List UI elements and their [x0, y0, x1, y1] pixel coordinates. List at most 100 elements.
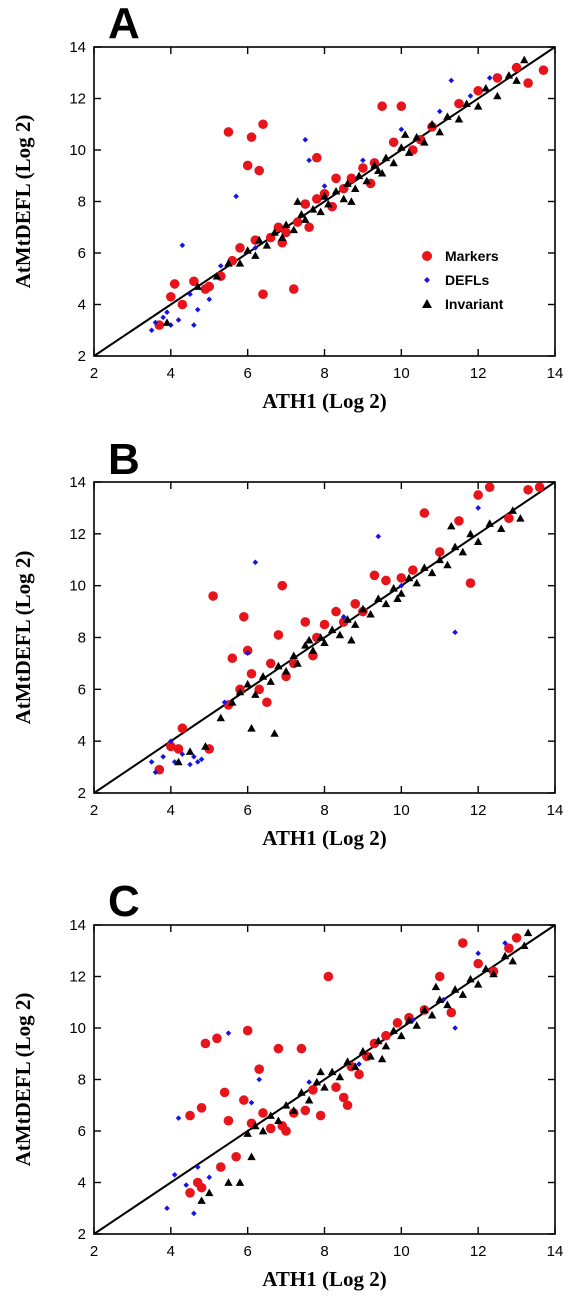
point-defls: [321, 183, 328, 189]
point-invariant: [497, 524, 506, 533]
x-tick-label: 14: [547, 802, 564, 819]
point-invariant: [351, 184, 360, 192]
point-markers: [408, 565, 418, 575]
point-invariant: [281, 666, 291, 675]
point-invariant: [450, 985, 460, 993]
point-invariant: [404, 573, 414, 582]
point-invariant: [251, 1121, 260, 1130]
point-invariant: [397, 1031, 406, 1040]
point-invariant: [508, 506, 517, 514]
x-tick-label: 4: [167, 1243, 175, 1260]
y-tick-label: 14: [69, 39, 86, 56]
point-invariant: [304, 1095, 314, 1104]
x-tick-label: 4: [167, 802, 175, 819]
y-tick-label: 6: [78, 1123, 86, 1140]
legend: Markers DEFLs Invariant: [422, 248, 504, 312]
point-markers: [473, 958, 483, 969]
y-tick-label: 4: [78, 1175, 86, 1192]
point-markers: [346, 173, 357, 184]
point-invariant: [297, 210, 306, 218]
point-defls: [175, 317, 182, 323]
point-defls: [191, 753, 197, 760]
point-markers: [304, 222, 314, 233]
point-invariant: [274, 661, 283, 670]
point-markers: [265, 1123, 276, 1134]
point-markers: [219, 1087, 230, 1098]
point-markers: [419, 508, 430, 518]
y-tick-label: 10: [69, 578, 86, 595]
point-markers: [331, 606, 341, 617]
point-invariant: [351, 620, 360, 628]
point-invariant: [304, 635, 314, 644]
point-invariant: [397, 589, 406, 597]
point-invariant: [466, 974, 475, 983]
point-invariant: [358, 604, 368, 613]
panel-letter: A: [108, 0, 140, 48]
point-invariant: [374, 594, 383, 602]
point-markers: [273, 630, 284, 640]
point-invariant: [404, 1016, 414, 1024]
point-invariant: [397, 143, 406, 151]
point-defls: [502, 940, 508, 946]
point-defls: [148, 327, 155, 334]
x-axis-title: ATH1 (Log 2): [262, 389, 386, 413]
point-defls: [475, 505, 481, 511]
point-defls: [175, 1115, 182, 1121]
point-invariant: [520, 941, 529, 949]
point-defls: [206, 296, 213, 303]
x-axis-title: ATH1 (Log 2): [262, 1267, 386, 1291]
series-invariant: [174, 506, 525, 766]
point-invariant: [320, 192, 329, 200]
point-markers: [223, 1115, 234, 1126]
point-markers: [381, 1030, 391, 1041]
point-invariant: [420, 563, 429, 571]
x-tick-label: 14: [547, 1243, 564, 1260]
point-invariant: [381, 153, 391, 162]
point-invariant: [293, 197, 302, 205]
point-markers: [473, 85, 483, 96]
point-defls: [252, 245, 259, 251]
point-defls: [148, 759, 155, 765]
point-invariant: [450, 542, 460, 551]
point-defls: [360, 157, 366, 164]
point-markers: [239, 1095, 249, 1105]
panel-b: 2 4 6 8 10 12 14 2 4 6 8 10 12 14 ATH1 (Log 2) AtMtDEFL…: [11, 435, 563, 850]
point-markers: [434, 547, 445, 557]
point-invariant: [381, 599, 391, 608]
point-invariant: [343, 179, 352, 187]
point-markers: [215, 1162, 226, 1172]
point-markers: [446, 1007, 457, 1018]
y-tick-label: 12: [69, 91, 86, 108]
x-tick-label: 8: [320, 802, 328, 819]
point-markers: [377, 101, 387, 112]
point-markers: [258, 289, 268, 300]
panel-letter: B: [108, 435, 140, 484]
point-invariant: [320, 638, 329, 647]
point-invariant: [427, 120, 437, 128]
point-defls: [436, 108, 443, 115]
point-markers: [511, 62, 522, 73]
point-invariant: [335, 630, 345, 639]
point-markers: [189, 276, 199, 287]
point-markers: [242, 1025, 253, 1036]
x-tick-label: 6: [243, 365, 251, 382]
point-invariant: [347, 197, 356, 205]
legend-symbol-markers: [422, 251, 432, 261]
legend-symbol-invariant: [422, 299, 432, 308]
point-markers: [458, 938, 468, 948]
panel-c: 2 4 6 8 10 12 14 2 4 6 8 10 12 14 ATH1 (Log 2) AtMtDEFL…: [11, 877, 563, 1291]
point-markers: [369, 570, 380, 581]
point-defls: [486, 75, 493, 81]
point-markers: [246, 668, 257, 679]
point-invariant: [435, 127, 444, 136]
x-tick-label: 2: [90, 802, 98, 819]
point-invariant: [327, 625, 337, 634]
point-invariant: [362, 176, 371, 185]
point-markers: [454, 98, 464, 109]
point-markers: [196, 1182, 207, 1193]
point-invariant: [270, 729, 279, 737]
x-tick-label: 10: [393, 802, 410, 819]
point-defls: [183, 1182, 189, 1188]
point-defls: [179, 242, 186, 249]
